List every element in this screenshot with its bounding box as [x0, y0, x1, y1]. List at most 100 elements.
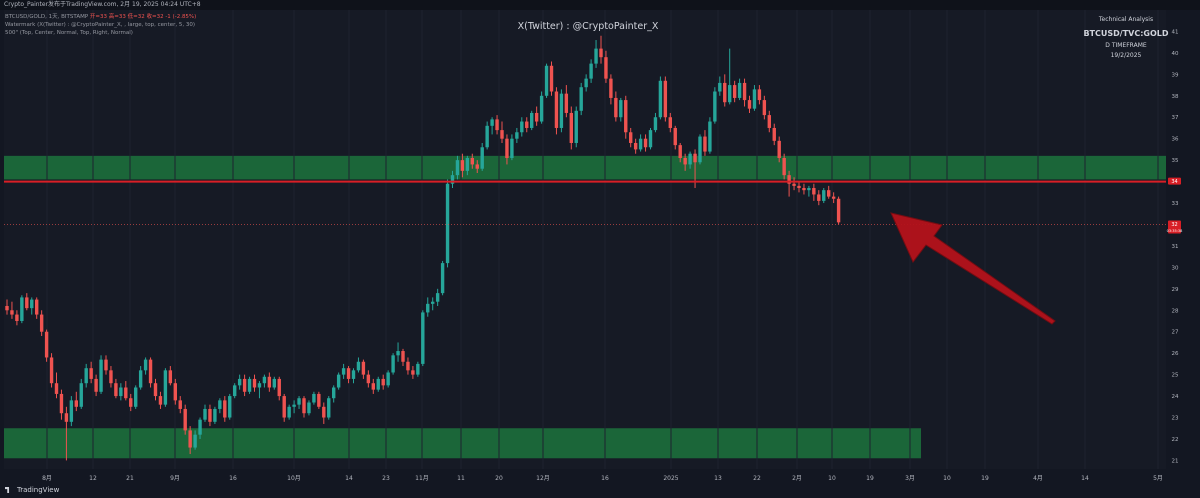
candle: [827, 185, 831, 199]
x-tick-label: 10: [943, 475, 951, 482]
candle: [549, 61, 554, 96]
candle: [688, 151, 692, 169]
candle: [633, 138, 638, 154]
tradingview-logo-icon: [5, 487, 10, 493]
candle-body: [35, 299, 39, 315]
candle: [728, 48, 732, 105]
legend-indicator-2[interactable]: 500" (Top, Center, Normal, Top, Right, N…: [5, 30, 133, 36]
candle-body: [594, 48, 598, 64]
y-tick-label: 36: [1172, 137, 1179, 143]
candle: [49, 353, 54, 388]
candle-body: [525, 121, 529, 128]
candle: [569, 106, 573, 150]
candle-body: [445, 183, 450, 264]
candle-body: [619, 100, 623, 118]
candle-body: [495, 119, 499, 131]
candle: [134, 385, 138, 409]
candle-body: [431, 301, 435, 304]
candle-body: [183, 408, 187, 431]
y-tick-label: 35: [1172, 158, 1179, 164]
candle: [495, 115, 499, 135]
candle-body: [728, 85, 732, 103]
candle-body: [762, 100, 767, 116]
candle: [148, 357, 153, 388]
candle: [421, 310, 425, 367]
candle-body: [579, 87, 583, 111]
candle: [609, 74, 613, 105]
candlestick-chart[interactable]: 21 22 23 24 25 26 27 28 29 30 31 32 33 34 35 36 37 38 39 40…: [0, 10, 1200, 486]
x-tick-label: 14: [345, 475, 353, 482]
candle-body: [475, 164, 479, 169]
candle: [431, 297, 435, 311]
candle: [797, 181, 801, 193]
candle: [822, 188, 826, 204]
x-tick-label: 12月: [536, 475, 550, 482]
lines-layer: [4, 180, 1166, 225]
candle: [440, 260, 445, 296]
legend-symbol[interactable]: BTCUSD/GOLD, 1天, BITSTAMP: [5, 14, 89, 20]
candle-body: [233, 385, 237, 397]
candle: [252, 374, 257, 392]
x-tick-label: 16: [601, 475, 609, 482]
candle-body: [742, 82, 747, 101]
candle-body: [366, 374, 371, 384]
candle-body: [663, 80, 668, 118]
candle: [317, 391, 321, 409]
x-tick-label: 12: [89, 475, 97, 482]
candle-body: [708, 121, 712, 152]
candle-body: [539, 95, 544, 122]
candle: [574, 106, 578, 148]
candle: [703, 130, 707, 156]
candle: [371, 378, 375, 394]
candle-body: [396, 351, 400, 356]
legend-watermark-indicator[interactable]: Watermark (X(Twitter) : @CryptoPainter_X…: [5, 22, 195, 28]
candle: [525, 117, 529, 133]
candle: [307, 400, 311, 416]
candle: [391, 353, 395, 375]
candle-body: [772, 127, 776, 141]
candle-body: [332, 387, 336, 399]
candle: [505, 134, 509, 165]
candle: [332, 385, 336, 403]
candle: [812, 183, 816, 201]
candle-body: [213, 408, 217, 422]
candle-body: [564, 93, 569, 113]
candle: [218, 398, 222, 414]
candle: [520, 117, 524, 137]
candle: [643, 134, 648, 152]
candle-body: [515, 132, 519, 139]
annotation-arrow-layer: [890, 212, 1056, 325]
candle-body: [480, 147, 484, 169]
candle: [228, 393, 232, 420]
x-tick-label: 3月: [905, 475, 915, 482]
candle-body: [94, 378, 98, 392]
candle: [777, 136, 781, 163]
candle-body: [732, 85, 737, 98]
candle-body: [371, 383, 375, 390]
candle: [153, 378, 158, 401]
candle-body: [351, 370, 356, 379]
candle-body: [465, 157, 470, 171]
candle-body: [252, 378, 257, 388]
candle-body: [485, 125, 489, 148]
candle: [594, 40, 598, 68]
candle: [10, 301, 14, 319]
y-axis-background: [1166, 10, 1200, 486]
candle: [143, 357, 148, 375]
candle-body: [668, 117, 672, 128]
tradingview-logo[interactable]: TradingView: [5, 486, 59, 494]
x-axis: 8月 12 21 9月 16 10月 14 23 11月 11 20 12月 16 2025 13 22 2月 1…: [42, 475, 1163, 482]
candle: [747, 95, 752, 113]
candle-body: [89, 368, 93, 379]
candle-body: [713, 91, 717, 122]
candle: [737, 78, 742, 101]
candle: [242, 374, 247, 397]
candle-body: [767, 115, 771, 128]
candle: [351, 368, 356, 384]
candle-body: [257, 383, 262, 388]
price-label-countdown: 03:35:38: [1167, 229, 1183, 233]
candle: [213, 406, 217, 424]
candle-body: [470, 157, 474, 165]
candle-body: [346, 368, 351, 379]
x-tick-label: 5月: [1153, 475, 1163, 482]
